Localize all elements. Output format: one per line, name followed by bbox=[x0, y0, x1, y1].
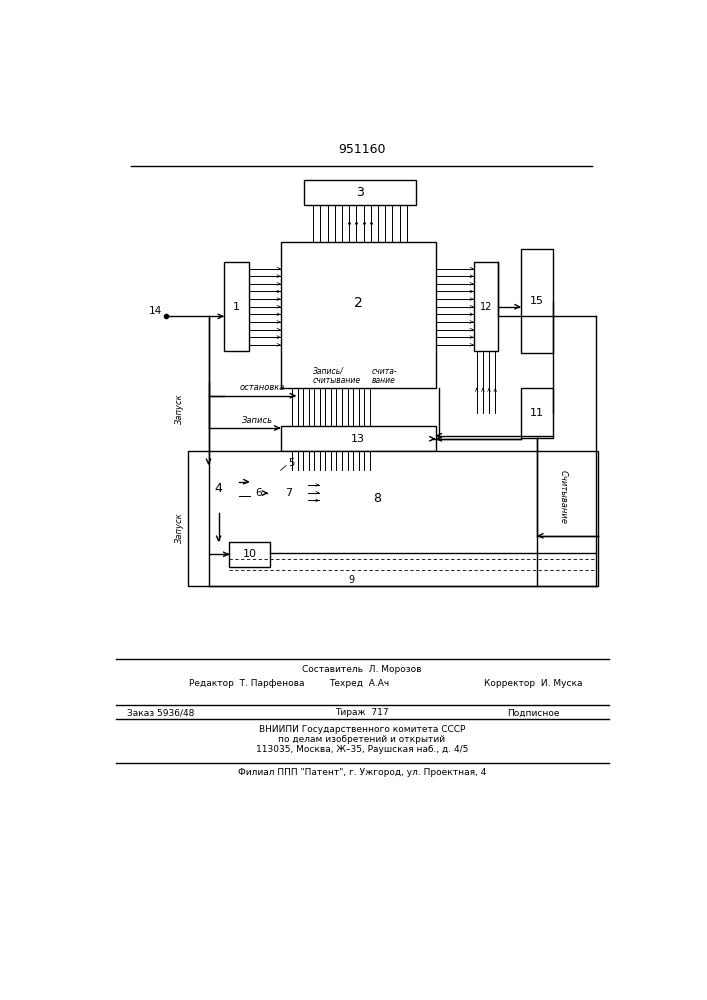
Bar bbox=[281, 242, 436, 388]
Text: Тираж  717: Тираж 717 bbox=[335, 708, 389, 717]
Text: 13: 13 bbox=[351, 434, 365, 444]
Text: 10: 10 bbox=[243, 549, 257, 559]
Text: считывание: считывание bbox=[313, 376, 361, 385]
Text: Составитель  Л. Морозов: Составитель Л. Морозов bbox=[302, 665, 421, 674]
Text: 14: 14 bbox=[148, 306, 162, 316]
Text: Запись: Запись bbox=[242, 416, 273, 425]
Text: 12: 12 bbox=[480, 302, 492, 312]
Text: 1: 1 bbox=[233, 302, 240, 312]
Bar bbox=[304, 180, 416, 205]
Bar bbox=[230, 542, 270, 567]
Bar bbox=[474, 262, 498, 351]
Text: Корректор  И. Муска: Корректор И. Муска bbox=[484, 679, 582, 688]
Text: остановка: остановка bbox=[240, 383, 286, 392]
Text: 15: 15 bbox=[530, 296, 544, 306]
Bar bbox=[281, 426, 436, 451]
Bar bbox=[224, 262, 249, 351]
Bar bbox=[250, 476, 267, 510]
Text: 8: 8 bbox=[373, 492, 380, 505]
Text: Подписное: Подписное bbox=[507, 708, 559, 717]
Text: Заказ 5936/48: Заказ 5936/48 bbox=[127, 708, 194, 717]
Text: 3: 3 bbox=[356, 186, 364, 199]
Bar bbox=[268, 476, 308, 510]
Text: Техред  А.Ач: Техред А.Ач bbox=[329, 679, 389, 688]
Text: 113035, Москва, Ж–35, Раушская наб., д. 4/5: 113035, Москва, Ж–35, Раушская наб., д. … bbox=[256, 745, 468, 754]
Text: 2: 2 bbox=[354, 296, 363, 310]
Text: 7: 7 bbox=[285, 488, 292, 498]
Text: 11: 11 bbox=[530, 408, 544, 418]
Text: Филиал ППП "Патент", г. Ужгород, ул. Проектная, 4: Филиал ППП "Патент", г. Ужгород, ул. Про… bbox=[238, 768, 486, 777]
Text: 4: 4 bbox=[215, 482, 223, 495]
Bar bbox=[320, 470, 434, 526]
Text: 9: 9 bbox=[349, 575, 355, 585]
Bar bbox=[232, 459, 449, 540]
Text: по делам изобретений и открытий: по делам изобретений и открытий bbox=[279, 735, 445, 744]
Bar bbox=[187, 451, 598, 586]
Text: Редактор  Т. Парфенова: Редактор Т. Парфенова bbox=[189, 679, 305, 688]
Bar bbox=[199, 465, 239, 513]
Text: вание: вание bbox=[372, 376, 396, 385]
Bar bbox=[521, 249, 554, 353]
Text: счита-: счита- bbox=[372, 367, 397, 376]
Bar bbox=[240, 466, 445, 536]
Text: 6: 6 bbox=[255, 488, 262, 498]
Text: 5: 5 bbox=[288, 458, 295, 468]
Text: Запуск: Запуск bbox=[175, 393, 185, 424]
Text: ВНИИПИ Государственного комитета СССР: ВНИИПИ Государственного комитета СССР bbox=[259, 725, 465, 734]
Text: Считывание: Считывание bbox=[559, 470, 568, 524]
Text: Запись/: Запись/ bbox=[313, 367, 344, 376]
Text: 951160: 951160 bbox=[338, 143, 386, 156]
Text: Запуск: Запуск bbox=[175, 513, 185, 543]
Bar bbox=[521, 388, 554, 438]
